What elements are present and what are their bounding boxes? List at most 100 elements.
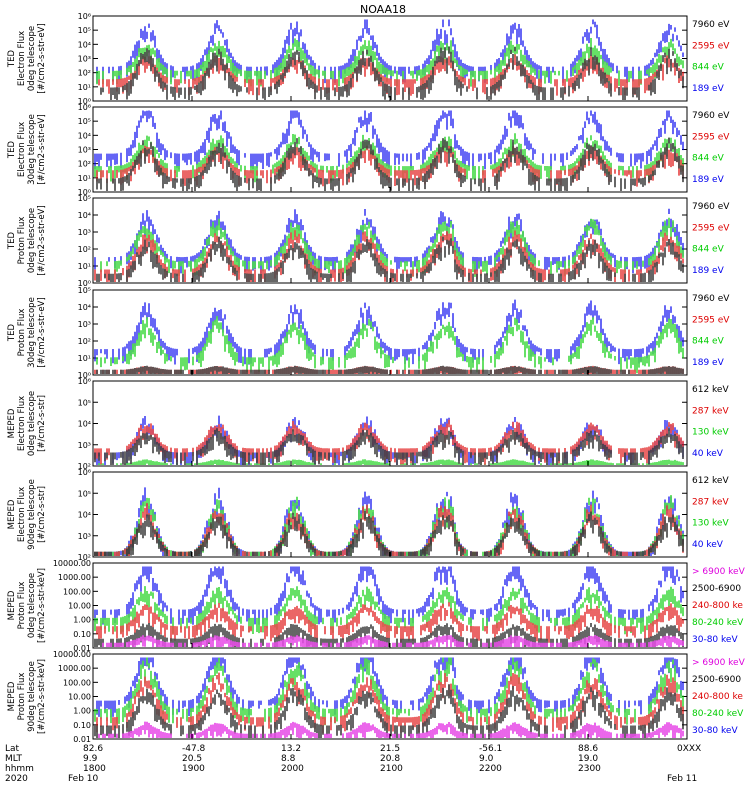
x-tick-lat: 88.6 (578, 744, 598, 754)
y-tick-label: 10⁵ (78, 489, 91, 498)
legend-entry: 7960 eV (692, 20, 730, 30)
y-axis-label-line: TED (7, 49, 17, 68)
series-trace (94, 566, 684, 626)
legend-entry: 80-240 keV (692, 618, 744, 628)
legend-entry: 844 eV (692, 63, 725, 73)
y-axis-label-line: TED (7, 323, 17, 342)
y-axis-label-line: 30deg telescope (27, 297, 37, 368)
y-tick-label: 10³ (78, 532, 91, 541)
y-axis-label-line: [#/cm2-s-str-keV] (37, 568, 47, 643)
series-trace (96, 38, 684, 87)
y-axis-label-line: 90deg telescope (27, 479, 37, 550)
y-axis-label-line: 90deg telescope (27, 661, 37, 732)
series-trace (96, 236, 684, 282)
series-trace (94, 110, 684, 170)
y-axis-label-line: MEPED (7, 681, 17, 711)
legend-entry: 844 eV (692, 154, 725, 164)
x-tick-lat: 13.2 (281, 744, 301, 754)
legend-entry: 240-800 ke (692, 692, 743, 702)
y-tick-label: 10⁶ (78, 103, 91, 112)
x-row-label: hhmm (5, 764, 34, 774)
x-tick-mlt: 19.0 (578, 754, 598, 764)
x-row-label: Lat (5, 744, 20, 754)
series-trace (96, 137, 684, 191)
legend-entry: 287 keV (692, 497, 729, 507)
panel-frame (92, 471, 688, 558)
y-tick-label: 10³ (78, 55, 91, 64)
series-trace (100, 217, 684, 277)
x-tick-lat: -47.8 (182, 744, 206, 754)
y-tick-label: 10¹ (78, 262, 91, 271)
panel-frame (92, 653, 688, 740)
y-axis-label-line: MEPED (7, 499, 17, 529)
x-tick-lat: 82.6 (83, 744, 103, 754)
y-axis-label-line: Electron Flux (17, 31, 27, 86)
y-tick-label: 10⁶ (78, 468, 91, 477)
y-axis-label-line: Proton Flux (17, 309, 27, 357)
x-tick-lat: 0XXX (677, 744, 701, 754)
panel-5: 10² 10³ 10⁴ 10⁵ 10⁶ MEPED Electron Flux 0deg te… (7, 377, 729, 471)
y-tick-label: 10⁴ (78, 420, 91, 429)
legend-entry: 2595 eV (692, 315, 730, 325)
legend-entry: 7960 eV (692, 294, 730, 304)
legend-entry: 287 keV (692, 406, 729, 416)
y-tick-label: 10¹ (78, 354, 91, 363)
x-tick-hhmm: 1800 (83, 764, 106, 774)
series-trace (102, 635, 684, 647)
legend-entry: 189 eV (692, 175, 725, 185)
y-tick-label: 10⁴ (78, 211, 91, 220)
y-tick-label: 0.01 (73, 644, 91, 653)
series-trace (96, 602, 684, 643)
y-tick-label: 0.10 (73, 721, 91, 730)
series-trace (94, 684, 684, 738)
y-axis-label-line: [#/cm2-s-str] (37, 486, 47, 543)
y-tick-label: 10⁴ (78, 131, 91, 140)
series-trace (94, 428, 684, 465)
legend-entry: 2595 eV (692, 223, 730, 233)
x-tick-hhmm: 2100 (380, 764, 403, 774)
y-tick-label: 10⁵ (78, 117, 91, 126)
legend-entry: 240-800 ke (692, 601, 743, 611)
y-tick-label: 10² (78, 245, 91, 254)
y-tick-label: 10³ (78, 146, 91, 155)
y-axis-label-line: 0deg telescope (27, 26, 37, 91)
x-tick-lat: -56.1 (479, 744, 502, 754)
x-date-start: Feb 10 (68, 774, 99, 784)
x-tick-mlt: 20.8 (380, 754, 400, 764)
y-axis-label-line: 0deg telescope (27, 208, 37, 273)
y-axis-label-line: 30deg telescope (27, 114, 37, 185)
y-axis-label-line: [#/cm2-s-str-eV] (37, 23, 47, 93)
y-axis-label-line: [#/cm2-s-str-keV] (37, 659, 47, 734)
legend-entry: 130 keV (692, 519, 729, 529)
y-tick-label: 10² (78, 337, 91, 346)
y-tick-label: 10³ (78, 228, 91, 237)
panel-4: 10⁰ 10¹ 10² 10³ 10⁴ 10⁵ TED Proton Flux 30deg te… (7, 286, 730, 380)
y-tick-label: 100.00 (63, 587, 91, 596)
x-tick-mlt: 8.8 (281, 754, 296, 764)
y-tick-label: 10⁵ (78, 194, 91, 203)
legend-entry: 612 keV (692, 476, 729, 486)
x-tick-mlt: 20.5 (182, 754, 202, 764)
series-trace (94, 586, 684, 635)
panel-7: 0.01 0.10 1.00 10.00 100.00 1000.00 10000.00 ME… (7, 559, 746, 653)
y-tick-label: 0.10 (73, 630, 91, 639)
series-trace (100, 46, 684, 100)
panel-frame (92, 106, 688, 193)
y-tick-label: 10000.00 (53, 559, 91, 568)
series-trace (94, 510, 684, 556)
series-trace (94, 657, 684, 726)
panel-1: 10⁰ 10¹ 10² 10³ 10⁴ 10⁵ 10⁶ TED Electron Flux 0de… (7, 12, 730, 106)
panel-8: 0.01 0.10 1.00 10.00 100.00 1000.00 10000.00 ME… (7, 650, 746, 744)
y-tick-label: 1000.00 (58, 664, 91, 673)
y-tick-label: 10³ (78, 320, 91, 329)
y-tick-label: 10⁵ (78, 398, 91, 407)
panel-frame (92, 380, 688, 467)
x-tick-mlt: 9.0 (479, 754, 494, 764)
series-trace (96, 316, 684, 374)
legend-entry: > 6900 keV (692, 658, 746, 668)
panel-6: 10² 10³ 10⁴ 10⁵ 10⁶ MEPED Electron Flux 90deg t… (7, 468, 729, 562)
legend-entry: 189 eV (692, 358, 725, 368)
y-tick-label: 10¹ (78, 174, 91, 183)
series-trace (94, 299, 684, 365)
y-tick-label: 0.01 (73, 735, 91, 744)
